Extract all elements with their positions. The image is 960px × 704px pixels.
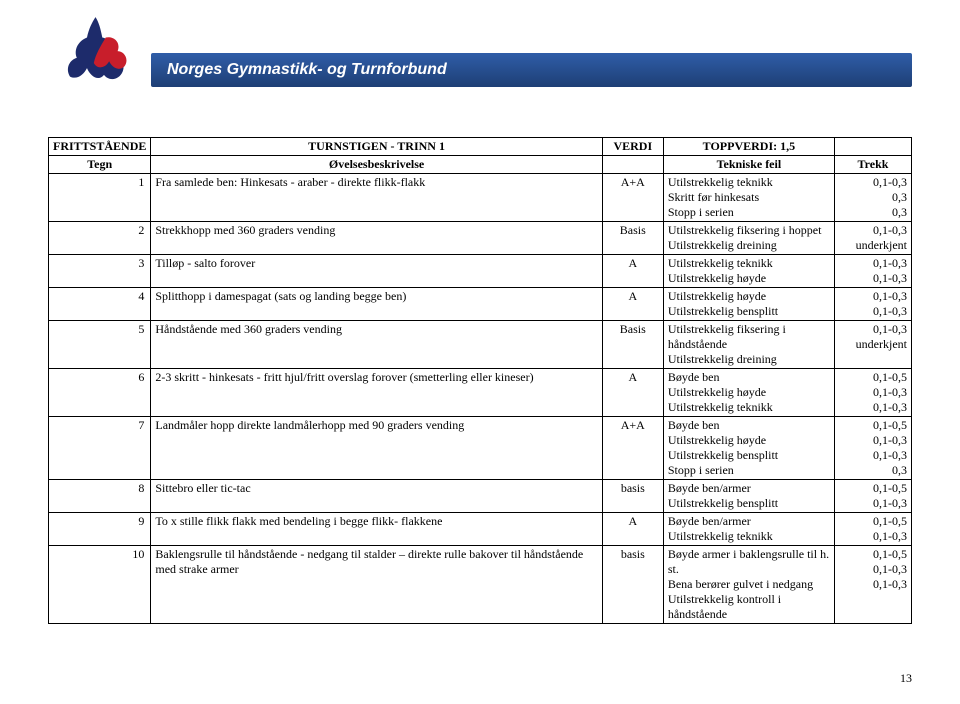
row-number: 6 (49, 369, 151, 417)
hdr-tekniske-feil: Tekniske feil (663, 156, 834, 174)
row-verdi: A (602, 369, 663, 417)
row-description: Strekkhopp med 360 graders vending (151, 222, 602, 255)
hdr-ovelsesbeskrivelse: Øvelsesbeskrivelse (151, 156, 602, 174)
hdr-verdi: VERDI (602, 138, 663, 156)
table-row: 8Sittebro eller tic-tacbasisBøyde ben/ar… (49, 480, 912, 513)
row-trekk: 0,1-0,30,1-0,3 (835, 288, 912, 321)
hdr-tegn: Tegn (49, 156, 151, 174)
row-description: Landmåler hopp direkte landmålerhopp med… (151, 417, 602, 480)
row-verdi: A (602, 255, 663, 288)
row-feil: Bøyde benUtilstrekkelig høydeUtilstrekke… (663, 369, 834, 417)
hdr-blank (835, 138, 912, 156)
table-row: 7Landmåler hopp direkte landmålerhopp me… (49, 417, 912, 480)
row-number: 9 (49, 513, 151, 546)
row-feil: Bøyde armer i baklengsrulle til h. st.Be… (663, 546, 834, 624)
row-verdi: A (602, 288, 663, 321)
federation-logo (48, 12, 143, 97)
row-description: Håndstående med 360 graders vending (151, 321, 602, 369)
row-feil: Utilstrekkelig fiksering i hoppetUtilstr… (663, 222, 834, 255)
row-feil: Bøyde ben/armerUtilstrekkelig bensplitt (663, 480, 834, 513)
table-row: 3Tilløp - salto foroverAUtilstrekkelig t… (49, 255, 912, 288)
row-description: Fra samlede ben: Hinkesats - araber - di… (151, 174, 602, 222)
row-number: 4 (49, 288, 151, 321)
hdr-verdi2 (602, 156, 663, 174)
banner: Norges Gymnastikk- og Turnforbund (151, 53, 912, 87)
row-verdi: basis (602, 480, 663, 513)
hdr-turnstigen: TURNSTIGEN - TRINN 1 (151, 138, 602, 156)
table-row: 10Baklengsrulle til håndstående - nedgan… (49, 546, 912, 624)
table-row: 9To x stille flikk flakk med bendeling i… (49, 513, 912, 546)
row-number: 8 (49, 480, 151, 513)
row-feil: Utilstrekkelig fiksering i håndståendeUt… (663, 321, 834, 369)
table-row: 2Strekkhopp med 360 graders vendingBasis… (49, 222, 912, 255)
row-number: 2 (49, 222, 151, 255)
row-description: To x stille flikk flakk med bendeling i … (151, 513, 602, 546)
table-row: 62-3 skritt - hinkesats - fritt hjul/fri… (49, 369, 912, 417)
exercise-table: FRITTSTÅENDE TURNSTIGEN - TRINN 1 VERDI … (48, 137, 912, 624)
table-row: 4Splitthopp i damespagat (sats og landin… (49, 288, 912, 321)
row-trekk: 0,1-0,50,1-0,3 (835, 513, 912, 546)
hdr-trekk: Trekk (835, 156, 912, 174)
row-verdi: basis (602, 546, 663, 624)
row-number: 7 (49, 417, 151, 480)
row-trekk: 0,1-0,50,1-0,30,1-0,3 (835, 369, 912, 417)
row-verdi: A (602, 513, 663, 546)
row-description: Baklengsrulle til håndstående - nedgang … (151, 546, 602, 624)
row-number: 1 (49, 174, 151, 222)
table-row: 1Fra samlede ben: Hinkesats - araber - d… (49, 174, 912, 222)
page-header: Norges Gymnastikk- og Turnforbund (0, 0, 960, 97)
row-description: Sittebro eller tic-tac (151, 480, 602, 513)
row-feil: Bøyde ben/armerUtilstrekkelig teknikk (663, 513, 834, 546)
row-description: Splitthopp i damespagat (sats og landing… (151, 288, 602, 321)
row-verdi: A+A (602, 417, 663, 480)
row-trekk: 0,1-0,3underkjent (835, 222, 912, 255)
row-feil: Utilstrekkelig høydeUtilstrekkelig bensp… (663, 288, 834, 321)
row-trekk: 0,1-0,50,1-0,3 (835, 480, 912, 513)
row-number: 5 (49, 321, 151, 369)
hdr-toppverdi: TOPPVERDI: 1,5 (663, 138, 834, 156)
row-trekk: 0,1-0,30,30,3 (835, 174, 912, 222)
page-number: 13 (900, 671, 912, 686)
row-description: Tilløp - salto forover (151, 255, 602, 288)
row-trekk: 0,1-0,30,1-0,3 (835, 255, 912, 288)
row-feil: Bøyde benUtilstrekkelig høydeUtilstrekke… (663, 417, 834, 480)
row-verdi: Basis (602, 222, 663, 255)
table-header-row-1: FRITTSTÅENDE TURNSTIGEN - TRINN 1 VERDI … (49, 138, 912, 156)
row-trekk: 0,1-0,50,1-0,30,1-0,3 (835, 546, 912, 624)
table-row: 5Håndstående med 360 graders vendingBasi… (49, 321, 912, 369)
table-container: FRITTSTÅENDE TURNSTIGEN - TRINN 1 VERDI … (0, 97, 960, 624)
row-number: 3 (49, 255, 151, 288)
row-description: 2-3 skritt - hinkesats - fritt hjul/frit… (151, 369, 602, 417)
row-feil: Utilstrekkelig teknikkUtilstrekkelig høy… (663, 255, 834, 288)
banner-text: Norges Gymnastikk- og Turnforbund (167, 61, 447, 79)
row-verdi: A+A (602, 174, 663, 222)
row-trekk: 0,1-0,50,1-0,30,1-0,30,3 (835, 417, 912, 480)
row-trekk: 0,1-0,3underkjent (835, 321, 912, 369)
table-header-row-2: Tegn Øvelsesbeskrivelse Tekniske feil Tr… (49, 156, 912, 174)
row-number: 10 (49, 546, 151, 624)
row-verdi: Basis (602, 321, 663, 369)
row-feil: Utilstrekkelig teknikkSkritt før hinkesa… (663, 174, 834, 222)
hdr-frittstaende: FRITTSTÅENDE (49, 138, 151, 156)
